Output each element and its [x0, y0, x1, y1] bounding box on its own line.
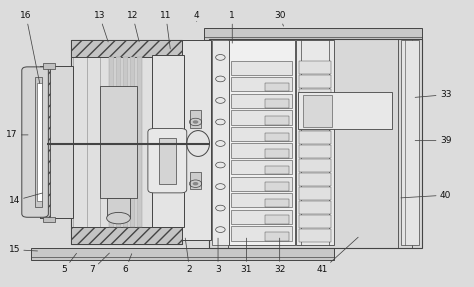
- Bar: [299, 61, 331, 74]
- Text: 7: 7: [90, 253, 109, 274]
- Bar: [43, 63, 55, 69]
- Bar: [299, 173, 331, 186]
- FancyBboxPatch shape: [22, 67, 48, 217]
- Bar: [231, 94, 292, 108]
- Bar: [231, 127, 292, 141]
- Bar: [265, 149, 289, 158]
- Bar: [299, 103, 331, 116]
- Bar: [299, 117, 331, 130]
- Bar: [299, 145, 331, 158]
- Bar: [229, 40, 295, 245]
- Bar: [116, 57, 121, 227]
- Bar: [123, 57, 128, 227]
- Bar: [182, 40, 211, 240]
- Bar: [265, 99, 289, 108]
- Bar: [35, 77, 42, 207]
- FancyBboxPatch shape: [148, 129, 187, 193]
- Text: 4: 4: [194, 11, 200, 22]
- Bar: [298, 92, 392, 129]
- Bar: [303, 95, 332, 127]
- Bar: [265, 199, 289, 208]
- Text: 30: 30: [274, 11, 285, 26]
- Bar: [231, 177, 292, 191]
- Bar: [296, 40, 334, 245]
- Bar: [265, 232, 289, 241]
- Text: 32: 32: [274, 238, 285, 274]
- Text: 12: 12: [127, 11, 139, 42]
- Circle shape: [192, 182, 198, 185]
- Text: 15: 15: [9, 245, 37, 254]
- Bar: [299, 89, 331, 102]
- Bar: [152, 55, 184, 227]
- Bar: [231, 144, 292, 158]
- Text: 41: 41: [317, 237, 358, 274]
- Bar: [299, 215, 331, 228]
- Bar: [190, 172, 201, 189]
- Text: 2: 2: [185, 238, 192, 274]
- Bar: [299, 201, 331, 214]
- Text: 6: 6: [123, 254, 132, 274]
- Bar: [265, 133, 289, 141]
- Bar: [265, 116, 289, 125]
- Text: 33: 33: [415, 90, 451, 99]
- Bar: [299, 131, 331, 144]
- Bar: [231, 160, 292, 174]
- Bar: [190, 110, 201, 128]
- Bar: [31, 248, 334, 260]
- Bar: [37, 83, 42, 201]
- Bar: [231, 61, 292, 75]
- Text: 5: 5: [61, 253, 76, 274]
- Text: 13: 13: [94, 11, 108, 42]
- Bar: [159, 138, 176, 184]
- Bar: [212, 40, 229, 245]
- Bar: [231, 210, 292, 224]
- Text: 16: 16: [20, 11, 40, 84]
- Bar: [231, 226, 292, 241]
- Bar: [109, 57, 114, 227]
- Ellipse shape: [107, 212, 130, 224]
- Bar: [299, 187, 331, 200]
- Bar: [40, 66, 50, 218]
- Bar: [299, 159, 331, 172]
- Bar: [107, 198, 130, 218]
- Bar: [299, 75, 331, 88]
- Bar: [299, 229, 331, 242]
- Bar: [231, 110, 292, 125]
- Bar: [40, 66, 73, 218]
- Bar: [71, 40, 182, 57]
- Bar: [71, 40, 182, 244]
- Bar: [265, 215, 289, 224]
- Text: 17: 17: [6, 130, 28, 139]
- Text: 14: 14: [9, 193, 42, 205]
- Bar: [231, 77, 292, 91]
- Bar: [209, 39, 422, 248]
- Circle shape: [192, 120, 198, 124]
- Bar: [401, 40, 419, 245]
- Bar: [265, 166, 289, 174]
- Bar: [43, 217, 55, 222]
- Text: 3: 3: [215, 238, 221, 274]
- Bar: [71, 227, 182, 244]
- Bar: [265, 182, 289, 191]
- Bar: [130, 57, 135, 227]
- Bar: [100, 86, 137, 198]
- Text: 11: 11: [160, 11, 172, 49]
- Bar: [137, 57, 142, 227]
- Bar: [265, 83, 289, 91]
- Text: 1: 1: [229, 11, 235, 43]
- Bar: [231, 193, 292, 208]
- Text: 31: 31: [241, 238, 252, 274]
- Bar: [204, 28, 422, 40]
- Text: 40: 40: [401, 191, 451, 200]
- Text: 39: 39: [415, 136, 451, 145]
